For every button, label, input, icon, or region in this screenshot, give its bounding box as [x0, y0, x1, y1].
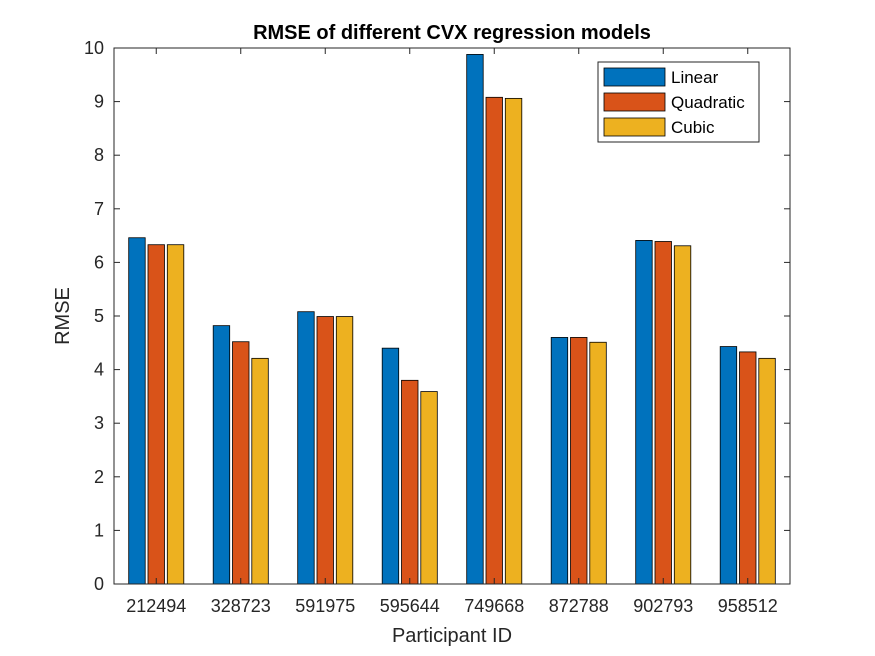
legend-swatch-cubic: [603, 117, 666, 137]
x-tick-label: 595644: [380, 596, 440, 616]
legend-label-linear: Linear: [671, 68, 719, 87]
axes-group: 0 1 2 3 4 5 6 7 8 9 10 212494 328723 591975 595644 7496…: [84, 38, 791, 616]
y-tick-label: 10: [84, 38, 104, 58]
bar-linear-958512: [719, 346, 738, 585]
bar-cubic-749668: [504, 97, 523, 585]
bar-linear-749668: [466, 54, 484, 585]
x-tick-label: 902793: [633, 596, 693, 616]
bar-cubic-212494: [166, 244, 185, 585]
x-tick-label: 212494: [126, 596, 186, 616]
y-axis-title: RMSE: [52, 287, 74, 345]
bar-linear-212494: [128, 237, 146, 585]
y-tick-label: 8: [94, 145, 104, 165]
legend-label-quadratic: Quadratic: [671, 93, 745, 112]
bar-quadratic-902793: [654, 241, 672, 585]
x-tick-label: 591975: [295, 596, 355, 616]
legend-label-cubic: Cubic: [671, 118, 715, 137]
bar-quadratic-958512: [739, 351, 757, 585]
bar-quadratic-591975: [316, 316, 334, 585]
bar-quadratic-212494: [147, 244, 165, 585]
x-tick-label: 749668: [464, 596, 524, 616]
chart-title: RMSE of different CVX regression models: [253, 22, 651, 44]
legend-swatch-quadratic: [603, 92, 666, 112]
bar-linear-591975: [297, 311, 315, 585]
bar-quadratic-328723: [232, 341, 250, 585]
x-tick-label: 328723: [211, 596, 271, 616]
y-tick-label: 2: [94, 467, 104, 487]
x-tick-label: 958512: [718, 596, 778, 616]
bar-cubic-872788: [589, 341, 607, 585]
x-axis-title: Participant ID: [392, 625, 512, 647]
bar-cubic-328723: [251, 357, 269, 585]
bar-quadratic-749668: [485, 96, 503, 585]
bar-linear-872788: [550, 337, 569, 585]
bar-linear-902793: [635, 240, 653, 585]
y-tick-label: 6: [94, 252, 104, 272]
bar-cubic-591975: [335, 316, 354, 585]
bar-linear-595644: [381, 347, 400, 585]
bar-quadratic-872788: [570, 337, 588, 585]
y-tick-label: 7: [94, 199, 104, 219]
y-tick-label: 9: [94, 92, 104, 112]
bar-cubic-958512: [758, 357, 776, 585]
bar-quadratic-595644: [401, 379, 419, 585]
legend-swatch-linear: [603, 67, 666, 87]
bar-linear-328723: [212, 325, 231, 585]
bars-group: [128, 54, 776, 585]
legend: Linear Quadratic Cubic: [597, 61, 760, 143]
y-tick-label: 5: [94, 306, 104, 326]
y-tick-label: 1: [94, 520, 104, 540]
y-tick-label: 0: [94, 574, 104, 594]
bar-cubic-902793: [673, 245, 692, 585]
y-tick-label: 4: [94, 360, 104, 380]
bar-cubic-595644: [420, 391, 438, 585]
x-tick-label: 872788: [549, 596, 609, 616]
y-tick-label: 3: [94, 413, 104, 433]
